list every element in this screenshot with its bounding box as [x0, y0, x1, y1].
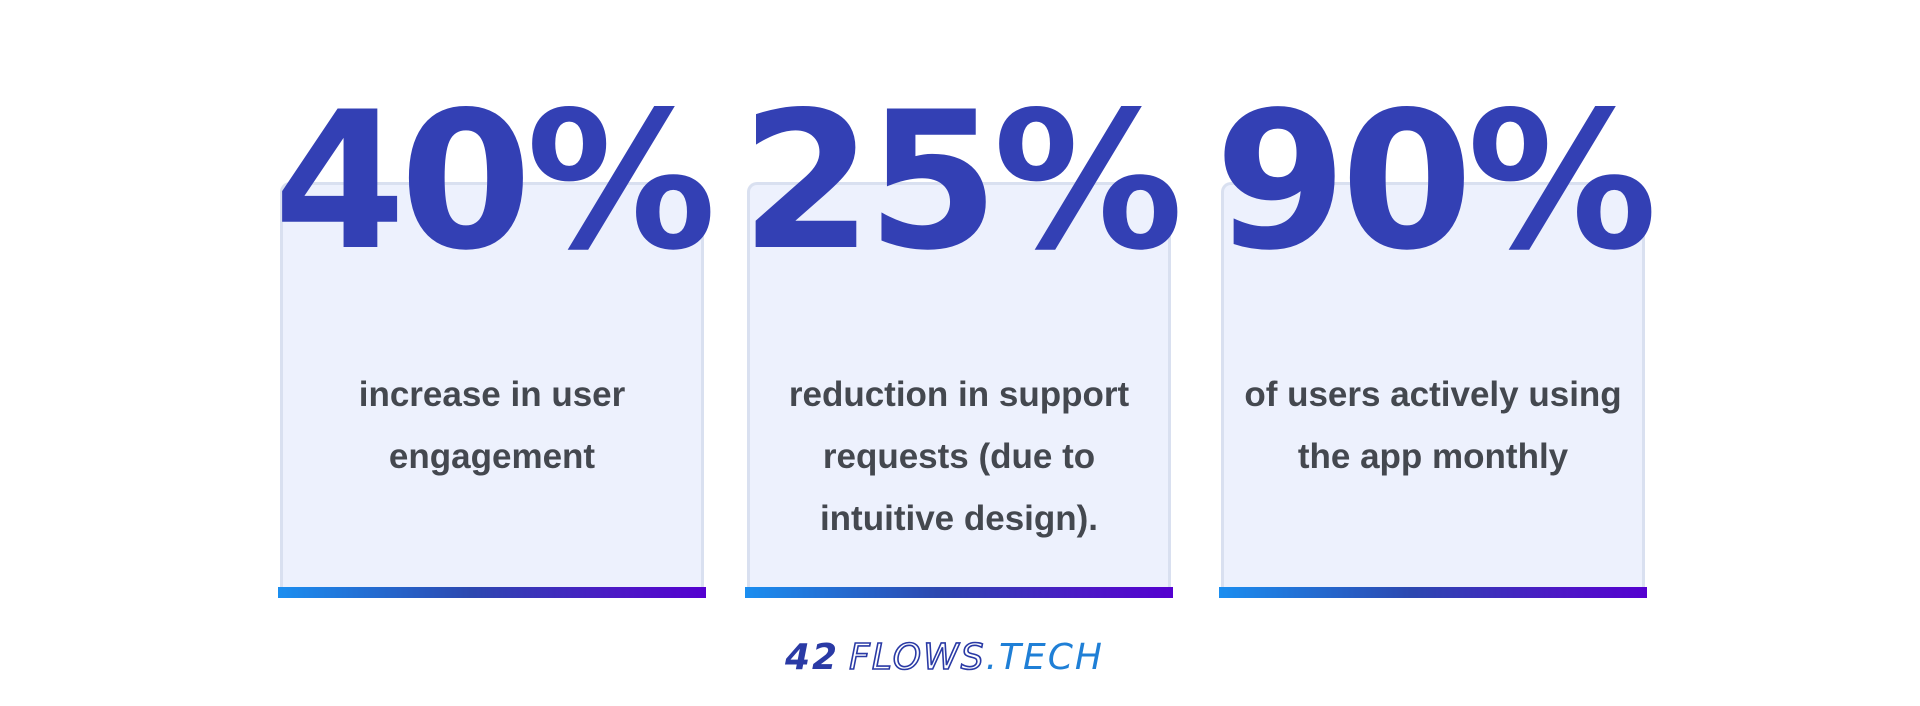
brand-logo: 42 FLOWS.TECH: [785, 637, 1104, 678]
brand-name: FLOWS: [848, 637, 986, 678]
stat-card-support: 25% reduction in support requests (due t…: [741, 87, 1183, 598]
card-background: [747, 182, 1171, 588]
stat-value: 90%: [1214, 71, 1658, 292]
stat-description: of users actively using the app monthly: [1244, 375, 1622, 476]
stat-card-monthly-users: 90% of users actively using the app mont…: [1215, 87, 1657, 598]
card-accent-bar: [1219, 587, 1647, 598]
stat-description: increase in user engagement: [358, 375, 626, 476]
stat-value: 25%: [740, 71, 1184, 292]
card-background: [1221, 182, 1645, 588]
card-background: [280, 182, 704, 588]
stat-description: reduction in support requests (due to in…: [788, 375, 1130, 538]
brand-number: 42: [785, 637, 840, 678]
card-accent-bar: [278, 587, 706, 598]
stat-value: 40%: [273, 71, 717, 292]
stat-card-engagement: 40% increase in user engagement: [274, 87, 716, 598]
card-accent-bar: [745, 587, 1173, 598]
brand-tld: .TECH: [985, 637, 1104, 678]
